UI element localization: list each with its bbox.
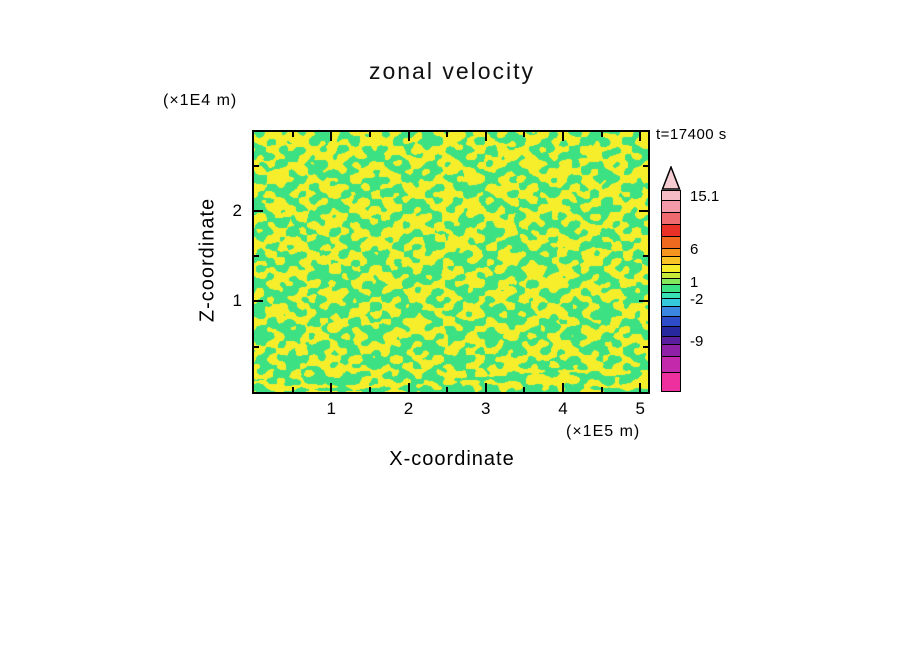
y-minor-tick [254,345,259,348]
colorbar-segment [662,285,680,293]
colorbar-segment [662,191,680,201]
x-major-tick [407,383,410,392]
colorbar-segment [662,299,680,307]
y-minor-tick-right [643,345,648,348]
colorbar-segment [662,273,680,279]
colorbar-segment [662,201,680,213]
y-minor-tick [254,164,259,167]
colorbar-arrow-shape [661,166,681,190]
time-label: t=17400 s [656,126,727,143]
x-minor-tick-top [291,132,294,137]
colorbar-segment [662,265,680,273]
colorbar-segment [662,213,680,225]
x-tick-label: 1 [326,399,336,418]
colorbar-tick-label: -2 [690,291,704,308]
x-major-tick [639,383,642,392]
y-major-tick [254,300,263,303]
colorbar-segment [662,225,680,237]
y-minor-tick [254,255,259,258]
y-major-tick-right [639,209,648,212]
colorbar-segment [662,257,680,265]
heatmap-plot-area [252,130,650,394]
x-tick-label: 5 [635,399,645,418]
y-minor-tick-right [643,164,648,167]
y-tick-label: 2 [232,200,242,220]
x-minor-tick [291,387,294,392]
colorbar-segment [662,317,680,327]
colorbar-tick-label: 1 [690,274,699,291]
x-major-tick [562,383,565,392]
colorbar-segment [662,237,680,249]
x-minor-tick [600,387,603,392]
x-major-tick-top [330,132,333,141]
x-major-tick-top [639,132,642,141]
x-major-tick-top [484,132,487,141]
x-major-tick-top [562,132,565,141]
y-tick-label: 1 [232,291,242,311]
colorbar-bar [661,190,681,392]
x-major-tick [330,383,333,392]
colorbar-segment [662,293,680,299]
colorbar-segment [662,345,680,357]
colorbar-segment [662,357,680,373]
y-major-tick-right [639,300,648,303]
colorbar-tick-label: 15.1 [690,188,720,205]
heatmap-canvas [254,132,648,392]
x-major-tick-top [407,132,410,141]
x-tick-label: 3 [481,399,491,418]
x-minor-tick [368,387,371,392]
x-minor-tick-top [368,132,371,137]
colorbar-segment [662,373,680,391]
y-axis-unit-label: (×1E4 m) [163,92,238,109]
x-axis-unit-label: (×1E5 m) [566,423,641,440]
x-tick-label: 2 [403,399,414,418]
x-major-tick [484,383,487,392]
colorbar-segment [662,307,680,317]
colorbar-arrow-icon [661,166,681,190]
colorbar-segment [662,337,680,345]
x-minor-tick-top [523,132,526,137]
colorbar-segment [662,327,680,337]
colorbar-tick-label: 6 [690,241,699,258]
y-minor-tick-right [643,255,648,258]
x-minor-tick [523,387,526,392]
x-tick-label: 4 [558,399,568,418]
colorbar-segment [662,279,680,285]
colorbar [661,166,681,392]
chart-title: zonal velocity [368,58,536,84]
colorbar-tick-label: -9 [690,333,704,350]
x-minor-tick [446,387,449,392]
x-minor-tick-top [600,132,603,137]
y-major-tick [254,209,263,212]
x-axis-title: X-coordinate [389,448,515,470]
x-minor-tick-top [446,132,449,137]
colorbar-segment [662,249,680,257]
